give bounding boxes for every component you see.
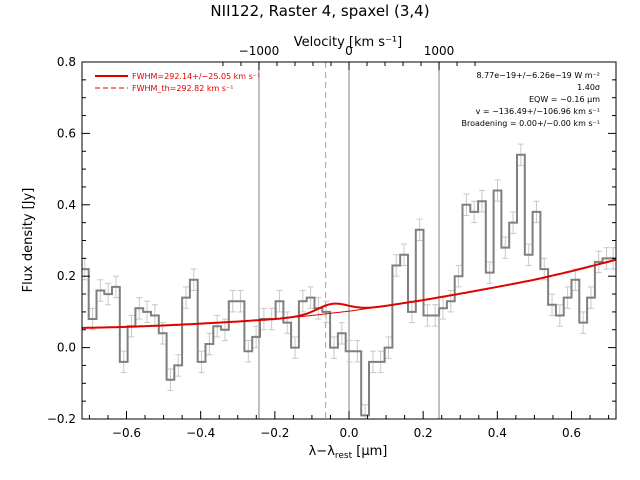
x-tick-label: 0.2 [414,426,433,440]
annotation-flux: 8.77e−19+/−6.26e−19 W m⁻² [476,71,600,80]
legend-fwhm-th: FWHM_th=292.82 km s⁻¹ [132,84,233,93]
annotation-eqw: EQW = −0.16 μm [529,95,600,104]
vertical-reference-lines [258,62,440,419]
annotation-velocity: v = −136.49+/−106.96 km s⁻¹ [476,107,600,116]
chart-title: NII122, Raster 4, spaxel (3,4) [210,2,429,20]
top-axis-ticks: −1000 0 1000 [222,44,476,70]
y-tick-label: 0.4 [57,198,76,212]
y-tick-label: 0.2 [57,269,76,283]
x-tick-label: 0.0 [339,426,358,440]
x-axis-label: λ−λrest [μm] [309,444,388,461]
top-tick-label: −1000 [239,44,280,58]
x-tick-label: 0.4 [488,426,507,440]
fit-continuum-line [81,259,617,329]
y-tick-label: 0.0 [57,341,76,355]
y-tick-label: 0.8 [57,55,76,69]
y-tick-label: 0.6 [57,126,76,140]
legend: FWHM=292.14+/−25.05 km s⁻¹ FWHM_th=292.8… [95,72,260,93]
fit-annotations: 8.77e−19+/−6.26e−19 W m⁻² 1.40σ EQW = −0… [462,71,601,128]
y-axis-label: Flux density [Jy] [21,188,36,293]
y-axis-ticks: −0.2 0.0 0.2 0.4 0.6 0.8 [47,55,616,426]
top-tick-label: 1000 [424,44,455,58]
x-tick-label: −0.4 [186,426,215,440]
top-tick-label: 0 [345,44,353,58]
legend-fwhm: FWHM=292.14+/−25.05 km s⁻¹ [132,72,260,81]
x-tick-label: −0.6 [112,426,141,440]
spectrum-histogram [82,153,616,417]
x-tick-label: −0.2 [260,426,289,440]
x-axis-ticks: −0.6 −0.4 −0.2 0.0 0.2 0.4 0.6 [88,411,610,440]
annotation-broadening: Broadening = 0.00+/−0.00 km s⁻¹ [462,119,600,128]
y-tick-label: −0.2 [47,412,76,426]
x-tick-label: 0.6 [562,426,581,440]
annotation-sigma: 1.40σ [577,83,600,92]
top-axis-label: Velocity [km s⁻¹] [294,35,402,50]
